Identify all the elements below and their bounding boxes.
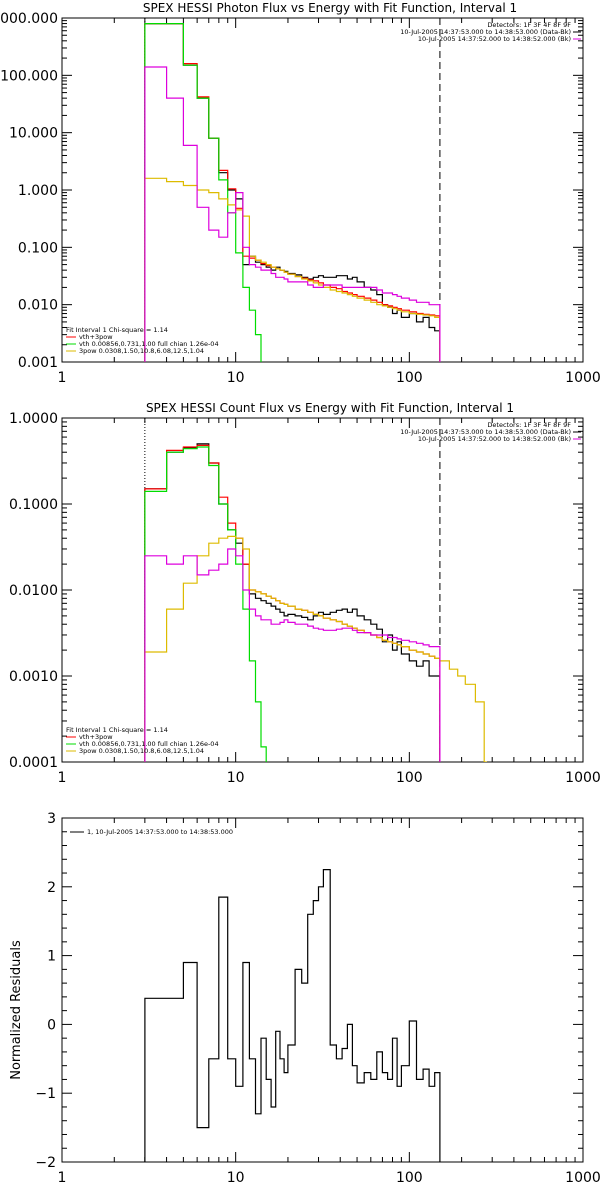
series-line-vth bbox=[144, 446, 441, 762]
x-tick-label: 1000 bbox=[565, 1170, 600, 1186]
header-text: Detectors: 1F 3F 4F 8F 9F bbox=[487, 421, 571, 429]
series-line-vth-3pow bbox=[144, 444, 441, 762]
series-line-3pow bbox=[144, 177, 441, 362]
series-line-bk bbox=[144, 548, 441, 762]
header-text: 10-Jul-2005 14:37:53.000 to 14:38:53.000… bbox=[400, 428, 571, 436]
y-tick-label: 2 bbox=[47, 880, 56, 896]
legend-text: vth 0.00856,0.731,1.00 full chian 1.26e-… bbox=[79, 340, 219, 348]
x-tick-label: 10 bbox=[227, 1170, 245, 1186]
series-line-vth bbox=[144, 23, 441, 362]
series-line-data-bk bbox=[144, 23, 441, 362]
x-tick-label: 100 bbox=[396, 370, 423, 386]
residuals-ylabel: Normalized Residuals bbox=[9, 940, 24, 1080]
y-tick-label: 1000.000 bbox=[0, 11, 58, 27]
residuals-panel: Normalized Residuals 1 10 100 1000 −2 −1 0 1 2 3 1… bbox=[9, 811, 600, 1186]
legend-text: Fit Interval 1 Chi-square = 1.14 bbox=[66, 326, 168, 334]
y-tick-label: 0.100 bbox=[18, 240, 58, 256]
count-flux-title: SPEX HESSI Count Flux vs Energy with Fit… bbox=[146, 401, 514, 415]
series-line-3pow bbox=[144, 535, 487, 762]
series-line-data-bk bbox=[144, 443, 441, 762]
x-tick-label: 1 bbox=[58, 370, 67, 386]
x-tick-label: 1000 bbox=[565, 370, 600, 386]
plot-frame bbox=[61, 17, 584, 363]
header-text: 10-Jul-2005 14:37:53.000 to 14:38:53.000… bbox=[400, 28, 571, 36]
legend-text: 3pow 0.0308,1.50,10.8,6.08,12.5,1.04 bbox=[79, 347, 204, 355]
y-tick-label: 1 bbox=[47, 949, 56, 965]
plot-frame bbox=[61, 417, 584, 763]
x-tick-label: 100 bbox=[396, 770, 423, 786]
legend-text: 3pow 0.0308,1.50,10.8,6.08,12.5,1.04 bbox=[79, 747, 204, 755]
photon-flux-title: SPEX HESSI Photon Flux vs Energy with Fi… bbox=[143, 1, 517, 15]
series-group bbox=[144, 443, 487, 762]
y-tick-label: 0.1000 bbox=[9, 497, 58, 513]
y-tick-label: 10.000 bbox=[9, 126, 58, 142]
legend-text: Fit Interval 1 Chi-square = 1.14 bbox=[66, 726, 168, 734]
y-tick-label: 3 bbox=[47, 811, 56, 827]
x-tick-label: 10 bbox=[227, 770, 245, 786]
count-flux-panel: SPEX HESSI Count Flux vs Energy with Fit… bbox=[9, 401, 600, 786]
header-text: Detectors: 1F 3F 4F 8F 9F bbox=[487, 21, 571, 29]
y-tick-label: 0.010 bbox=[18, 298, 58, 314]
y-tick-label: 100.000 bbox=[0, 68, 58, 84]
x-tick-label: 10 bbox=[227, 370, 245, 386]
y-tick-label: 0.0001 bbox=[9, 755, 58, 771]
y-tick-label: 1.000 bbox=[18, 183, 58, 199]
header-text: 10-Jul-2005 14:37:52.000 to 14:38:52.000… bbox=[418, 35, 571, 43]
series-line-vth-3pow bbox=[144, 23, 441, 362]
legend-text: 1, 10-Jul-2005 14:37:53.000 to 14:38:53.… bbox=[87, 828, 233, 836]
series-line-bk bbox=[144, 66, 441, 362]
y-tick-label: −2 bbox=[35, 1155, 56, 1171]
plot-frame bbox=[61, 817, 584, 1163]
photon-flux-panel: SPEX HESSI Photon Flux vs Energy with Fi… bbox=[0, 1, 600, 386]
y-tick-label: 0.0010 bbox=[9, 669, 58, 685]
x-tick-label: 1000 bbox=[565, 770, 600, 786]
series-line-1-10-jul-2005-14-37-53-000-to-14-38-53-000 bbox=[144, 869, 441, 1162]
y-tick-label: 0.001 bbox=[18, 355, 58, 371]
x-tick-label: 1 bbox=[58, 1170, 67, 1186]
series-group bbox=[144, 23, 441, 362]
y-tick-label: 0.0100 bbox=[9, 583, 58, 599]
x-tick-label: 100 bbox=[396, 1170, 423, 1186]
legend-text: vth 0.00856,0.731,1.00 full chian 1.26e-… bbox=[79, 740, 219, 748]
series-group bbox=[144, 869, 441, 1162]
legend-text: vth+3pow bbox=[79, 333, 113, 341]
header-text: 10-Jul-2005 14:37:52.000 to 14:38:52.000… bbox=[418, 435, 571, 443]
y-tick-label: 0 bbox=[47, 1017, 56, 1033]
x-tick-label: 1 bbox=[58, 770, 67, 786]
legend-text: vth+3pow bbox=[79, 733, 113, 741]
y-tick-label: 1.0000 bbox=[9, 411, 58, 427]
y-tick-label: −1 bbox=[35, 1086, 56, 1102]
